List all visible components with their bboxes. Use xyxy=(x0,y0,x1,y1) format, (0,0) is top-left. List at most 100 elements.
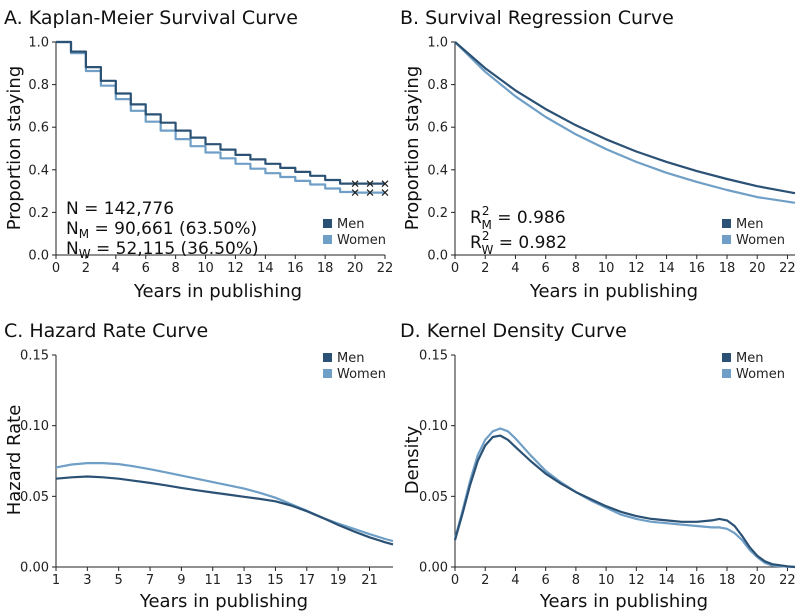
panel-d-x-tick-label: 22 xyxy=(779,573,796,588)
panel-d-y-tick-label: 0.00 xyxy=(419,561,448,576)
panel-d-x-tick-label: 16 xyxy=(689,573,706,588)
panel-a-line-men xyxy=(56,40,385,185)
panel-a-n-total: N = 142,776 xyxy=(66,199,174,219)
panel-c-legend-swatch-women xyxy=(323,369,332,378)
panel-a-censor-mark xyxy=(366,180,374,188)
panel-b-x-tick-label: 10 xyxy=(598,261,615,276)
panel-a-censor-mark xyxy=(351,180,359,188)
panel-d-x-tick-label: 10 xyxy=(598,573,615,588)
panel-c-x-tick-label: 17 xyxy=(299,573,316,588)
panel-c-x-tick-label: 3 xyxy=(83,573,91,588)
panel-d-legend-swatch-women xyxy=(722,369,731,378)
panel-a-x-tick-label: 22 xyxy=(377,261,394,276)
panel-b-y-tick-label: 0.8 xyxy=(427,78,448,93)
panel-a-x-tick-label: 14 xyxy=(257,261,274,276)
panel-d-x-tick-label: 2 xyxy=(481,573,489,588)
panel-a-annotations: N = 142,776 NM = 90,661 (63.50%) NW = 52… xyxy=(66,199,259,261)
panel-b-x-tick-label: 2 xyxy=(481,261,489,276)
panel-b-xlabel: Years in publishing xyxy=(529,281,698,302)
panel-a-censor-mark xyxy=(381,189,389,197)
panel-d-x-tick-label: 12 xyxy=(628,573,645,588)
panel-b-y-tick-label: 0.6 xyxy=(427,121,448,136)
panel-a-legend-label-men: Men xyxy=(337,217,364,232)
panel-d-legend-label-women: Women xyxy=(736,367,785,382)
panel-c-line-women xyxy=(55,462,394,543)
panel-c-x-tick-label: 13 xyxy=(236,573,253,588)
panel-d-x-tick-label: 18 xyxy=(719,573,736,588)
panel-b-r2-men: R2 M = 0.986 xyxy=(470,204,566,232)
panel-a-x-tick-label: 0 xyxy=(52,261,60,276)
panel-c-x-tick-label: 5 xyxy=(115,573,123,588)
panel-d-y-tick-label: 0.15 xyxy=(419,349,448,364)
panel-c-xlabel: Years in publishing xyxy=(139,591,308,612)
panel-c-y-tick-label: 0.05 xyxy=(20,490,49,505)
panel-a-x-tick-label: 18 xyxy=(317,261,334,276)
panel-c-x-tick-label: 11 xyxy=(204,573,221,588)
panel-d-xlabel: Years in publishing xyxy=(539,591,708,612)
panel-a-ylabel: Proportion staying xyxy=(4,66,25,231)
panel-a-n-women: NW = 52,115 (36.50%) xyxy=(66,239,259,261)
panel-c-title: C. Hazard Rate Curve xyxy=(4,320,208,342)
panel-a-x-tick-label: 4 xyxy=(112,261,120,276)
panel-a-y-tick-label: 0.8 xyxy=(28,78,49,93)
panel-b-annotations: R2 M = 0.986 R2 W = 0.982 xyxy=(470,204,567,257)
panel-c-x-tick-label: 19 xyxy=(330,573,347,588)
panel-a-line-women xyxy=(56,40,385,194)
panel-survival-regression: B. Survival Regression Curve Proportion … xyxy=(400,7,796,302)
panel-d-x-tick-label: 0 xyxy=(451,573,459,588)
panel-d-legend-label-men: Men xyxy=(736,351,763,366)
panel-a-y-tick-label: 0.0 xyxy=(28,249,49,264)
panel-a-x-tick-label: 8 xyxy=(171,261,179,276)
panel-b-title: B. Survival Regression Curve xyxy=(400,7,674,29)
panel-d-y-tick-label: 0.10 xyxy=(419,419,448,434)
panel-b-x-tick-label: 20 xyxy=(749,261,766,276)
panel-a-x-tick-label: 2 xyxy=(82,261,90,276)
panel-c-y-tick-label: 0.15 xyxy=(20,349,49,364)
panel-a-n-men: NM = 90,661 (63.50%) xyxy=(66,219,257,241)
panel-b-x-tick-label: 22 xyxy=(779,261,796,276)
panel-b-x-tick-label: 8 xyxy=(572,261,580,276)
panel-b-y-tick-label: 0.0 xyxy=(427,249,448,264)
panel-b-line-women xyxy=(454,41,796,204)
panel-a-legend-swatch-women xyxy=(323,235,332,244)
panel-d-line-men xyxy=(453,434,796,569)
panel-c-legend-label-men: Men xyxy=(337,351,364,366)
panel-b-ylabel: Proportion staying xyxy=(402,66,423,231)
panel-b-line-men xyxy=(454,41,796,195)
panel-a-x-tick-label: 16 xyxy=(287,261,304,276)
panel-b-r2-women: R2 W = 0.982 xyxy=(470,229,567,257)
panel-a-censor-mark xyxy=(366,189,374,197)
panel-d-x-tick-label: 4 xyxy=(511,573,519,588)
panel-b-legend-label-women: Women xyxy=(736,233,785,248)
panel-c-y-tick-label: 0.00 xyxy=(20,561,49,576)
panel-b-y-tick-label: 0.4 xyxy=(427,163,448,178)
panel-a-x-tick-label: 12 xyxy=(227,261,244,276)
panel-c-line-men xyxy=(55,475,394,546)
panel-d-x-tick-label: 8 xyxy=(572,573,580,588)
panel-b-y-tick-label: 0.2 xyxy=(427,206,448,221)
panel-d-x-tick-label: 6 xyxy=(542,573,550,588)
panel-b-legend-swatch-men xyxy=(722,219,731,228)
panel-a-x-tick-label: 20 xyxy=(347,261,364,276)
panel-b-x-tick-label: 6 xyxy=(542,261,550,276)
panel-kernel-density: D. Kernel Density Curve Density Years in… xyxy=(400,320,796,612)
panel-c-legend-label-women: Women xyxy=(337,367,386,382)
panel-a-legend-swatch-men xyxy=(323,219,332,228)
panel-d-x-tick-label: 20 xyxy=(749,573,766,588)
panel-a-censor-mark xyxy=(351,189,359,197)
panel-c-x-tick-label: 7 xyxy=(146,573,154,588)
panel-hazard-rate: C. Hazard Rate Curve Hazard Rate Years i… xyxy=(4,320,394,612)
panel-a-x-tick-label: 6 xyxy=(142,261,150,276)
panel-a-censor-mark xyxy=(381,180,389,188)
panel-c-x-tick-label: 1 xyxy=(52,573,60,588)
panel-a-y-tick-label: 0.6 xyxy=(28,121,49,136)
panel-b-y-tick-label: 1.0 xyxy=(427,36,448,51)
panel-d-ylabel: Density xyxy=(402,425,423,494)
panel-a-y-tick-label: 0.2 xyxy=(28,206,49,221)
panel-d-y-tick-label: 0.05 xyxy=(419,490,448,505)
panel-a-xlabel: Years in publishing xyxy=(133,281,302,302)
